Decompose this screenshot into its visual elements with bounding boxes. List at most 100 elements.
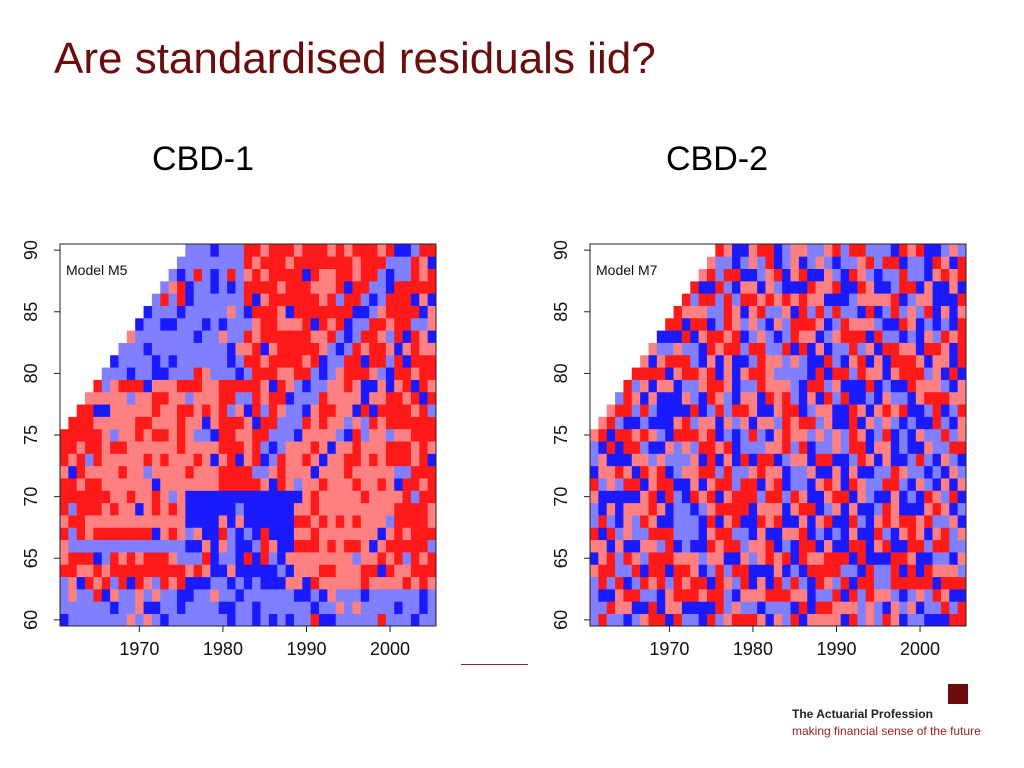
heatmap-cell — [394, 564, 403, 578]
heatmap-cell — [377, 404, 387, 417]
heatmap-cell — [656, 367, 666, 380]
heatmap-cell — [302, 305, 312, 319]
heatmap-cell — [757, 391, 766, 405]
heatmap-cell — [907, 416, 917, 430]
heatmap-cell — [360, 305, 370, 319]
heatmap-cell — [648, 453, 658, 467]
heatmap-cell — [268, 601, 278, 615]
heatmap-cell — [882, 428, 892, 442]
heatmap-cell — [252, 391, 261, 405]
heatmap-cell — [949, 502, 958, 516]
heatmap-cell — [681, 453, 691, 467]
heatmap-cell — [865, 391, 875, 405]
heatmap-cell — [940, 416, 950, 430]
heatmap-cell — [606, 367, 616, 380]
heatmap-cell — [243, 613, 253, 627]
heatmap-cell — [235, 441, 245, 454]
heatmap-cell — [110, 589, 119, 602]
heatmap-cell — [757, 305, 766, 319]
heatmap-cell — [874, 478, 883, 491]
heatmap-cell — [143, 601, 153, 615]
heatmap-cell — [360, 342, 370, 356]
heatmap-cell — [807, 268, 816, 282]
heatmap-cell — [151, 552, 161, 565]
heatmap-cell — [277, 256, 286, 269]
heatmap-cell — [765, 305, 775, 319]
heatmap-cell — [285, 490, 295, 504]
heatmap-cell — [277, 342, 286, 356]
heatmap-cell — [402, 330, 412, 343]
heatmap-cell — [890, 441, 900, 454]
heatmap-cell — [590, 379, 599, 393]
heatmap-cell — [823, 515, 833, 528]
heatmap-cell — [631, 342, 641, 356]
heatmap-cell — [218, 564, 228, 578]
heatmap-cell — [640, 613, 649, 627]
heatmap-cell — [377, 379, 387, 393]
heatmap-cell — [631, 478, 641, 491]
heatmap-cell — [394, 515, 403, 528]
heatmap-cell — [110, 601, 119, 615]
heatmap-cell — [823, 539, 833, 553]
heatmap-cell — [293, 576, 303, 590]
heatmap-cell — [681, 317, 691, 331]
heatmap-cell — [840, 428, 850, 442]
heatmap-cell — [252, 354, 261, 368]
heatmap-cell — [360, 465, 370, 479]
heatmap-cell — [899, 416, 908, 430]
heatmap-cell — [360, 576, 370, 590]
heatmap-cell — [615, 330, 624, 343]
heatmap-cell — [940, 539, 950, 553]
heatmap-cell — [151, 305, 161, 319]
heatmap-cell — [940, 404, 950, 417]
heatmap-cell — [143, 576, 153, 590]
heatmap-cell — [377, 576, 387, 590]
heatmap-cell — [210, 576, 220, 590]
heatmap-cell — [243, 317, 253, 331]
heatmap-cell — [60, 244, 69, 257]
heatmap-cell — [807, 416, 816, 430]
heatmap-cell — [631, 601, 641, 615]
heatmap-cell — [773, 465, 783, 479]
heatmap-cell — [623, 305, 633, 319]
heatmap-cell — [773, 367, 783, 380]
heatmap-cell — [706, 490, 716, 504]
heatmap-cell — [235, 539, 245, 553]
heatmap-cell — [690, 317, 699, 331]
heatmap-cell — [118, 293, 128, 306]
heatmap-cell — [93, 280, 103, 294]
heatmap-cell — [335, 416, 345, 430]
heatmap-cell — [907, 515, 917, 528]
heatmap-cell — [590, 367, 599, 380]
heatmap-cell — [93, 490, 103, 504]
heatmap-cell — [143, 589, 153, 602]
heatmap-cell — [76, 280, 86, 294]
heatmap-cell — [110, 453, 119, 467]
heatmap-cell — [335, 367, 345, 380]
heatmap-cell — [302, 391, 312, 405]
heatmap-cell — [101, 601, 111, 615]
heatmap-cell — [293, 305, 303, 319]
heatmap-cell — [202, 515, 211, 528]
heatmap-cell — [118, 330, 128, 343]
heatmap-cell — [360, 391, 370, 405]
heatmap-cell — [957, 416, 967, 430]
heatmap-cell — [631, 317, 641, 331]
heatmap-cell — [419, 305, 428, 319]
heatmap-cell — [924, 268, 933, 282]
heatmap-cell — [673, 354, 683, 368]
heatmap-cell — [319, 564, 328, 578]
heatmap-cell — [410, 502, 420, 516]
heatmap-cell — [915, 354, 925, 368]
heatmap-cell — [385, 379, 395, 393]
heatmap-cell — [940, 354, 950, 368]
heatmap-cell — [840, 453, 850, 467]
heatmap-cell — [327, 317, 337, 331]
heatmap-cell — [410, 428, 420, 442]
heatmap-cell — [640, 391, 649, 405]
heatmap-cell — [590, 539, 599, 553]
heatmap-cell — [715, 404, 725, 417]
heatmap-cell — [85, 589, 94, 602]
heatmap-cell — [865, 354, 875, 368]
heatmap-cell — [126, 391, 136, 405]
